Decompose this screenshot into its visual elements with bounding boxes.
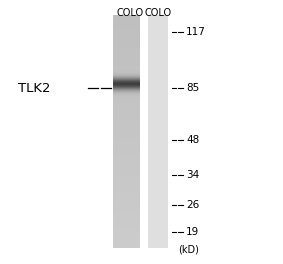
Text: 34: 34 bbox=[186, 170, 199, 180]
Text: 26: 26 bbox=[186, 200, 199, 210]
Text: COLO: COLO bbox=[116, 8, 143, 18]
Text: 19: 19 bbox=[186, 227, 199, 237]
Text: (kD): (kD) bbox=[178, 245, 199, 255]
Text: COLO: COLO bbox=[144, 8, 171, 18]
Text: TLK2: TLK2 bbox=[18, 82, 50, 95]
Text: 85: 85 bbox=[186, 83, 199, 93]
Text: 117: 117 bbox=[186, 27, 206, 37]
Text: 48: 48 bbox=[186, 135, 199, 145]
